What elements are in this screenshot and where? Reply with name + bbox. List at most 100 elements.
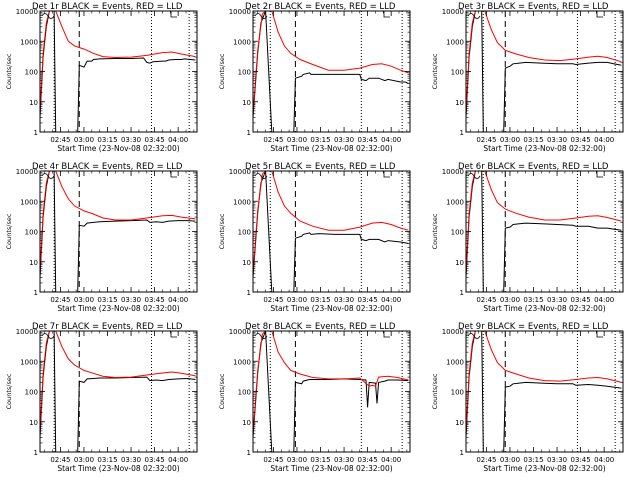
y-tick-label: 10000 xyxy=(229,328,251,336)
y-axis-label: Counts/sec xyxy=(5,53,13,89)
detector-panel-2: Det 2r BLACK = Events, RED = LLD 1 10 100 10… xyxy=(218,2,411,153)
panel-title: Det 4r BLACK = Events, RED = LLD xyxy=(32,162,183,172)
x-tick-label: 04:00 xyxy=(594,456,614,464)
y-axis-label: Counts/sec xyxy=(431,53,439,89)
y-tick-label: 10000 xyxy=(442,168,464,176)
x-tick-label: 03:30 xyxy=(547,296,567,304)
y-tick-label: 10000 xyxy=(442,8,464,16)
flare-marker-glyph xyxy=(467,173,481,179)
y-tick-label: 1000 xyxy=(233,358,251,366)
attenuator-marker-glyph xyxy=(383,11,390,18)
plot-frame xyxy=(465,10,624,133)
x-tick-label: 03:00 xyxy=(287,456,307,464)
x-tick-label: 02:45 xyxy=(50,296,70,304)
x-axis-label: Start Time (23-Nov-08 02:32:00) xyxy=(483,464,605,473)
x-tick-label: 03:45 xyxy=(145,296,165,304)
y-tick-label: 100 xyxy=(238,69,251,77)
detector-panel-4: Det 4r BLACK = Events, RED = LLD 1 10 100 10… xyxy=(5,162,198,313)
y-tick-label: 100 xyxy=(25,69,38,77)
events-series-line xyxy=(253,331,409,452)
y-tick-label: 1000 xyxy=(446,198,464,206)
y-tick-label: 1 xyxy=(34,129,38,137)
x-tick-label: 04:00 xyxy=(381,136,401,144)
y-tick-label: 10000 xyxy=(16,328,38,336)
x-tick-label: 03:45 xyxy=(145,136,165,144)
x-tick-label: 03:30 xyxy=(121,296,141,304)
y-axis-label: Counts/sec xyxy=(218,213,226,249)
x-tick-label: 03:15 xyxy=(310,296,330,304)
x-tick-label: 03:45 xyxy=(358,296,378,304)
y-tick-label: 1 xyxy=(460,289,464,297)
y-tick-label: 100 xyxy=(25,229,38,237)
y-tick-label: 100 xyxy=(238,389,251,397)
panel-title: Det 2r BLACK = Events, RED = LLD xyxy=(245,2,396,12)
y-tick-label: 1000 xyxy=(233,198,251,206)
y-tick-label: 100 xyxy=(451,389,464,397)
flare-marker-glyph xyxy=(467,13,481,19)
x-tick-label: 03:45 xyxy=(571,296,591,304)
attenuator-marker-glyph xyxy=(596,331,603,338)
lld-series-line xyxy=(253,11,409,114)
attenuator-marker-glyph xyxy=(596,11,603,18)
lld-series-line xyxy=(253,171,409,274)
panel-title: Det 7r BLACK = Events, RED = LLD xyxy=(32,322,183,332)
x-tick-label: 03:30 xyxy=(121,456,141,464)
y-tick-label: 1 xyxy=(460,449,464,457)
flare-marker-glyph xyxy=(467,333,481,339)
panel-title: Det 9r BLACK = Events, RED = LLD xyxy=(458,322,609,332)
attenuator-marker-glyph xyxy=(383,171,390,178)
lld-series-line xyxy=(40,171,196,274)
y-axis-label: Counts/sec xyxy=(5,213,13,249)
lld-series-line xyxy=(466,331,622,434)
x-tick-label: 02:45 xyxy=(50,136,70,144)
detector-panel-8: Det 8r BLACK = Events, RED = LLD 1 10 100 10… xyxy=(218,322,411,473)
x-axis-label: Start Time (23-Nov-08 02:32:00) xyxy=(57,464,179,473)
y-tick-label: 10 xyxy=(455,259,464,267)
events-series-line xyxy=(253,11,409,132)
attenuator-marker-glyph xyxy=(383,331,390,338)
x-tick-label: 04:00 xyxy=(168,296,188,304)
y-tick-label: 100 xyxy=(451,229,464,237)
y-tick-label: 1 xyxy=(247,449,251,457)
lld-series-line xyxy=(253,331,409,434)
x-tick-label: 03:45 xyxy=(571,136,591,144)
detector-panel-1: Det 1r BLACK = Events, RED = LLD 1 10 100 10… xyxy=(5,2,198,153)
attenuator-marker-glyph xyxy=(596,171,603,178)
lld-series-line xyxy=(40,11,196,114)
x-tick-label: 04:00 xyxy=(381,456,401,464)
y-tick-label: 10 xyxy=(455,99,464,107)
y-tick-label: 100 xyxy=(451,69,464,77)
x-axis-label: Start Time (23-Nov-08 02:32:00) xyxy=(483,304,605,313)
x-axis-label: Start Time (23-Nov-08 02:32:00) xyxy=(57,144,179,153)
x-tick-label: 03:00 xyxy=(287,136,307,144)
events-series-line xyxy=(253,171,409,292)
y-tick-label: 10 xyxy=(29,259,38,267)
attenuator-marker-glyph xyxy=(170,11,177,18)
x-tick-label: 03:00 xyxy=(500,136,520,144)
y-tick-label: 10000 xyxy=(16,8,38,16)
x-tick-label: 03:15 xyxy=(97,296,117,304)
y-tick-label: 10 xyxy=(242,419,251,427)
flare-marker-glyph xyxy=(254,13,268,19)
x-tick-label: 04:00 xyxy=(168,456,188,464)
x-tick-label: 04:00 xyxy=(168,136,188,144)
events-series-line xyxy=(466,171,622,292)
x-tick-label: 02:45 xyxy=(50,456,70,464)
y-tick-label: 1 xyxy=(460,129,464,137)
x-tick-label: 02:45 xyxy=(476,136,496,144)
flare-marker-glyph xyxy=(254,333,268,339)
y-tick-label: 10000 xyxy=(16,168,38,176)
x-axis-label: Start Time (23-Nov-08 02:32:00) xyxy=(270,464,392,473)
events-series-line xyxy=(466,331,622,452)
x-axis-label: Start Time (23-Nov-08 02:32:00) xyxy=(270,304,392,313)
y-tick-label: 10 xyxy=(29,419,38,427)
flare-marker-glyph xyxy=(254,173,268,179)
y-tick-label: 1000 xyxy=(233,38,251,46)
attenuator-marker-glyph xyxy=(170,331,177,338)
x-tick-label: 03:30 xyxy=(547,136,567,144)
x-tick-label: 03:00 xyxy=(74,456,94,464)
y-tick-label: 10000 xyxy=(229,168,251,176)
flare-marker-glyph xyxy=(41,173,55,179)
x-tick-label: 02:45 xyxy=(476,456,496,464)
